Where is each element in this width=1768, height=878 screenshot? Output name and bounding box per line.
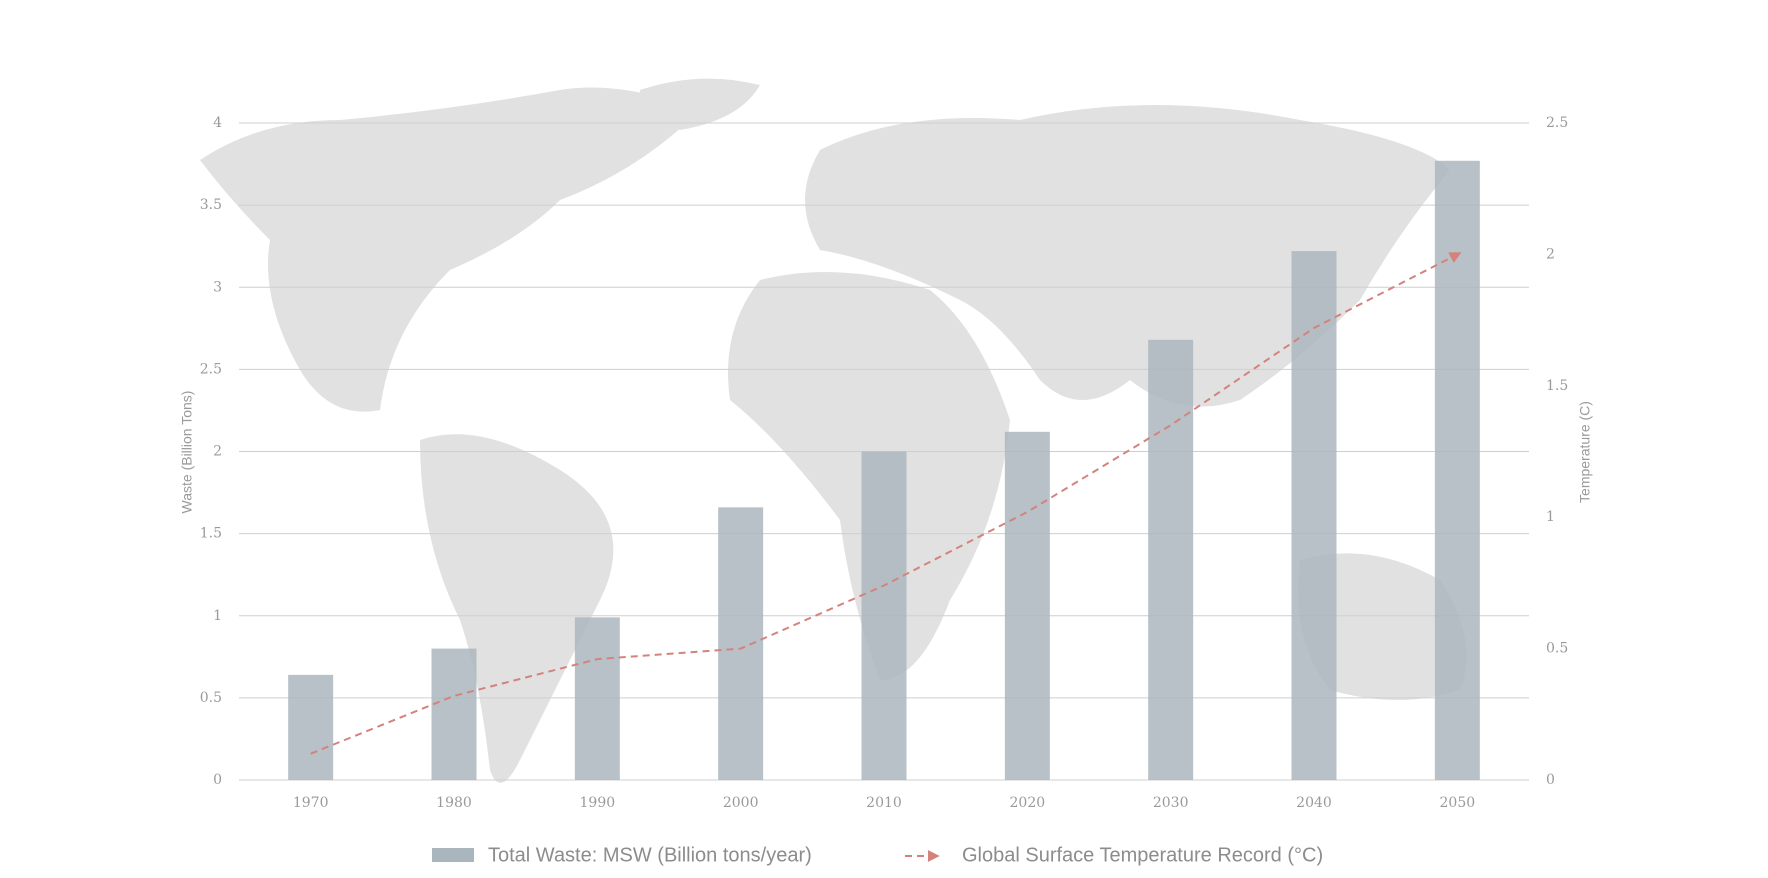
bar bbox=[718, 507, 764, 780]
y-axis-label: Waste (Billion Tons) bbox=[179, 391, 195, 514]
bar bbox=[574, 617, 620, 780]
bar bbox=[861, 451, 907, 780]
x-tick-label: 1970 bbox=[293, 795, 329, 811]
x-tick-label: 2030 bbox=[1153, 795, 1189, 811]
y-tick-label: 1.5 bbox=[200, 526, 222, 542]
world-map bbox=[200, 78, 1467, 783]
x-tick-label: 2040 bbox=[1296, 795, 1332, 811]
y2-tick-label: 2 bbox=[1546, 246, 1555, 262]
x-tick-label: 2020 bbox=[1010, 795, 1046, 811]
y2-tick-label: 2.5 bbox=[1546, 115, 1568, 131]
y-tick-label: 3.5 bbox=[200, 197, 222, 213]
bar bbox=[1148, 339, 1194, 780]
x-tick-label: 2000 bbox=[723, 795, 759, 811]
y-tick-label: 0.5 bbox=[200, 690, 222, 706]
bar bbox=[288, 674, 334, 780]
y-tick-label: 4 bbox=[213, 115, 222, 131]
x-tick-label: 2010 bbox=[866, 795, 902, 811]
y2-tick-label: 1.5 bbox=[1546, 378, 1568, 394]
temperature-line bbox=[310, 252, 1462, 755]
bar bbox=[1291, 251, 1337, 781]
x-tick-label: 1990 bbox=[580, 795, 616, 811]
legend-label: Global Surface Temperature Record (°C) bbox=[962, 844, 1323, 866]
x-tick-label: 1980 bbox=[436, 795, 472, 811]
bar bbox=[431, 648, 477, 780]
bar bbox=[1434, 160, 1480, 781]
y2-tick-label: 0 bbox=[1546, 772, 1555, 788]
y-tick-label: 2.5 bbox=[200, 361, 222, 377]
y2-tick-label: 0.5 bbox=[1546, 641, 1568, 657]
y-tick-label: 1 bbox=[213, 608, 222, 624]
y2-axis-label: Temperature (C) bbox=[1577, 401, 1593, 503]
x-tick-label: 2050 bbox=[1440, 795, 1476, 811]
bar bbox=[1004, 431, 1050, 780]
legend-label: Total Waste: MSW (Billion tons/year) bbox=[488, 844, 812, 866]
y-tick-label: 2 bbox=[213, 444, 222, 460]
legend-swatch-bar bbox=[432, 848, 474, 862]
y2-tick-label: 1 bbox=[1546, 509, 1555, 525]
y-tick-label: 3 bbox=[213, 279, 222, 295]
y-tick-label: 0 bbox=[213, 772, 222, 788]
